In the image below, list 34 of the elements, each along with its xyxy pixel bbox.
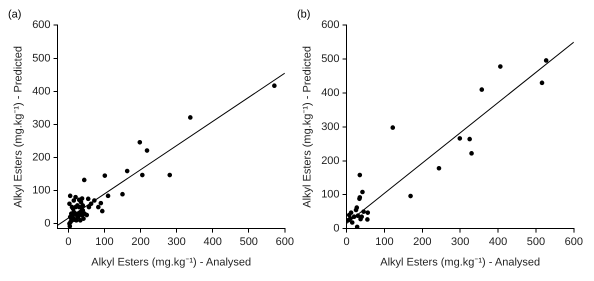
x-tick-label: 100 — [95, 236, 114, 248]
x-tick-label: 100 — [375, 236, 394, 248]
y-axis-title: Alkyl Esters (mg.kg⁻¹) - Predicted — [302, 46, 314, 208]
y-axis-title: Alkyl Esters (mg.kg⁻¹) - Predicted — [12, 46, 25, 208]
y-tick-label: 300 — [32, 118, 51, 130]
x-tick-label: 0 — [343, 236, 350, 248]
y-tick-label: 200 — [321, 154, 340, 167]
x-tick-label: 600 — [564, 236, 584, 248]
x-tick-label: 500 — [240, 236, 258, 248]
chart-title: (b) — [297, 8, 310, 21]
x-tick-label: 300 — [451, 236, 470, 248]
x-tick-label: 200 — [131, 236, 150, 248]
x-tick-label: 600 — [276, 236, 294, 248]
y-tick-label: 100 — [321, 188, 340, 201]
x-axis-title: Alkyl Esters (mg.kg⁻¹) - Analysed — [380, 256, 540, 268]
y-tick-label: 100 — [32, 184, 51, 197]
y-tick-label: 600 — [321, 19, 340, 32]
y-tick-label: 300 — [321, 120, 340, 133]
y-tick-label: 400 — [321, 87, 340, 100]
y-tick-label: 400 — [32, 85, 51, 98]
y-tick-label: 600 — [32, 19, 51, 32]
x-axis-title: Alkyl Esters (mg.kg⁻¹) - Analysed — [91, 256, 252, 268]
x-tick-label: 400 — [488, 236, 508, 248]
x-tick-label: 300 — [167, 236, 186, 248]
x-tick-label: 200 — [413, 236, 432, 248]
y-tick-label: 500 — [32, 52, 51, 64]
x-tick-label: 0 — [65, 236, 72, 248]
y-tick-label: 0 — [44, 218, 51, 230]
x-tick-label: 400 — [203, 236, 222, 248]
y-tick-label: 0 — [333, 222, 340, 235]
y-tick-label: 500 — [321, 53, 340, 66]
y-tick-label: 200 — [32, 152, 51, 164]
chart-title: (a) — [8, 8, 22, 21]
x-tick-label: 500 — [526, 236, 546, 248]
